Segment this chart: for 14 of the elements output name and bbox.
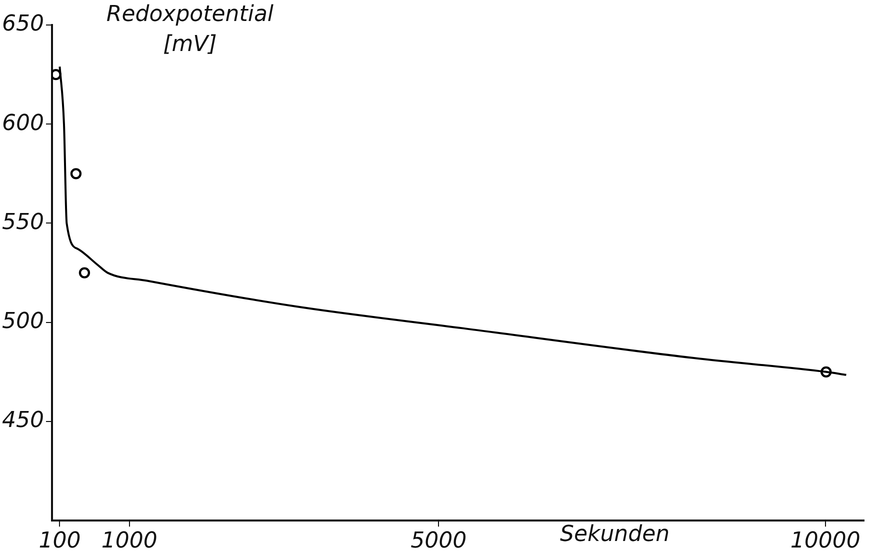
point [820, 366, 832, 378]
x-tick-label: 100 [38, 528, 81, 554]
x-tick-label: 10000 [790, 528, 860, 554]
y-tick-label: 550 [2, 210, 44, 235]
y-tick-label: 650 [2, 12, 44, 37]
y-axis-title: Redoxpotential [mV] [105, 1, 275, 59]
x-tick-label: 5000 [410, 528, 467, 554]
y-tick-label: 450 [2, 408, 44, 434]
y-tick-label: 500 [2, 309, 44, 334]
x-tick-label: 1000 [101, 528, 158, 554]
point [78, 267, 90, 278]
y-tick-label: 600 [2, 110, 44, 136]
point [70, 168, 82, 180]
x-axis-title: Sekunden [560, 522, 670, 547]
